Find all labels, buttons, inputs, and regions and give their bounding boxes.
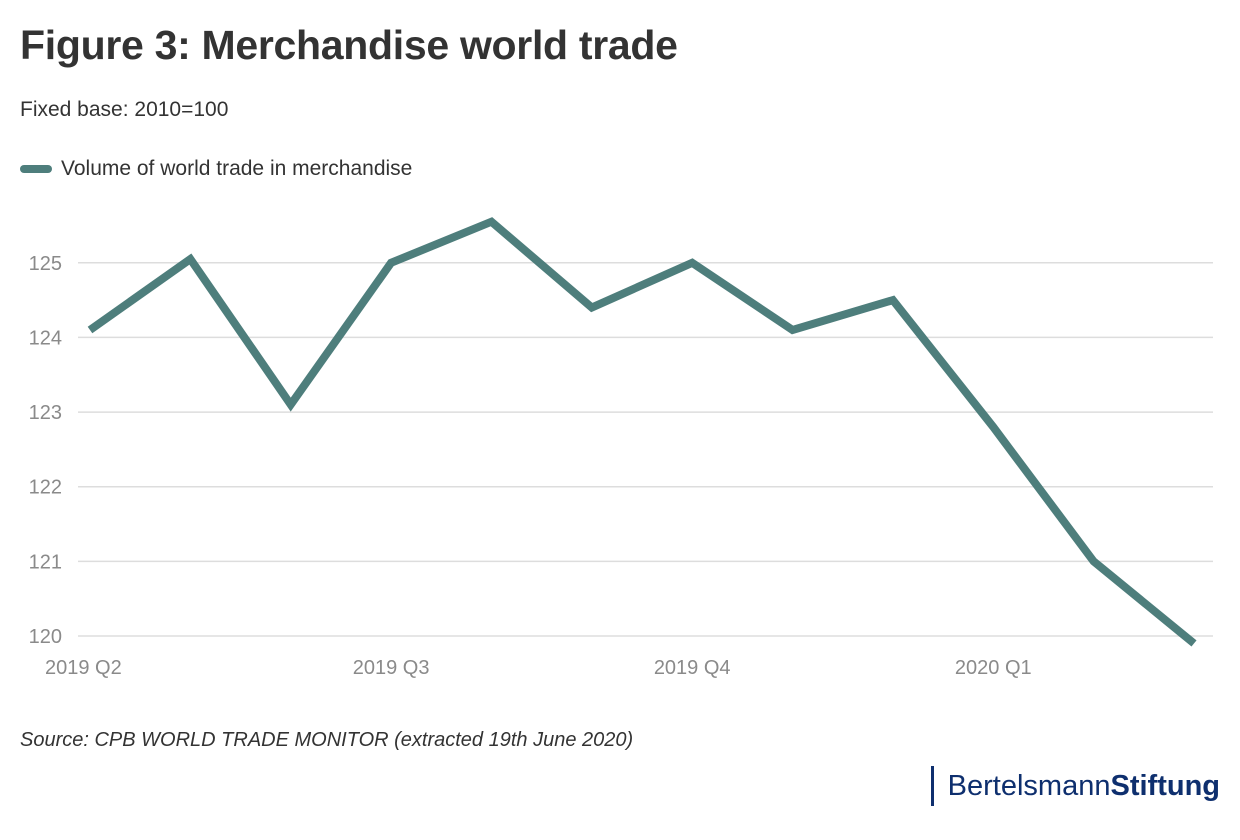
logo-word-2: Stiftung	[1110, 769, 1220, 802]
x-tick-label: 2019 Q2	[45, 657, 122, 679]
y-tick-label: 121	[29, 551, 62, 573]
logo-text: BertelsmannStiftung	[948, 770, 1220, 803]
y-tick-label: 122	[29, 477, 62, 499]
logo-word-1: Bertelsmann	[947, 769, 1111, 802]
chart-subtitle: Fixed base: 2010=100	[20, 98, 229, 121]
x-axis: 2019 Q2 2019 Q3 2019 Q4 2020 Q1	[45, 657, 1032, 679]
y-tick-label: 125	[29, 253, 62, 275]
logo-divider	[930, 766, 934, 806]
x-tick-label: 2019 Q3	[353, 657, 430, 679]
y-tick-label: 123	[29, 402, 62, 424]
grid-lines	[78, 262, 1213, 637]
y-axis: 120 121 122 123 124 125	[29, 253, 62, 648]
bertelsmann-logo: BertelsmannStiftung	[930, 766, 1220, 806]
source-note: Source: CPB WORLD TRADE MONITOR (extract…	[20, 729, 634, 751]
x-tick-label: 2020 Q1	[955, 657, 1032, 679]
chart-title: Figure 3: Merchandise world trade	[20, 22, 678, 68]
series-line	[87, 217, 1197, 647]
y-tick-label: 120	[29, 626, 62, 648]
series	[87, 217, 1197, 647]
y-tick-label: 124	[29, 327, 62, 349]
legend: Volume of world trade in merchandise	[20, 157, 412, 181]
legend-swatch	[20, 165, 52, 173]
x-tick-label: 2019 Q4	[654, 657, 731, 679]
legend-label: Volume of world trade in merchandise	[61, 157, 413, 180]
